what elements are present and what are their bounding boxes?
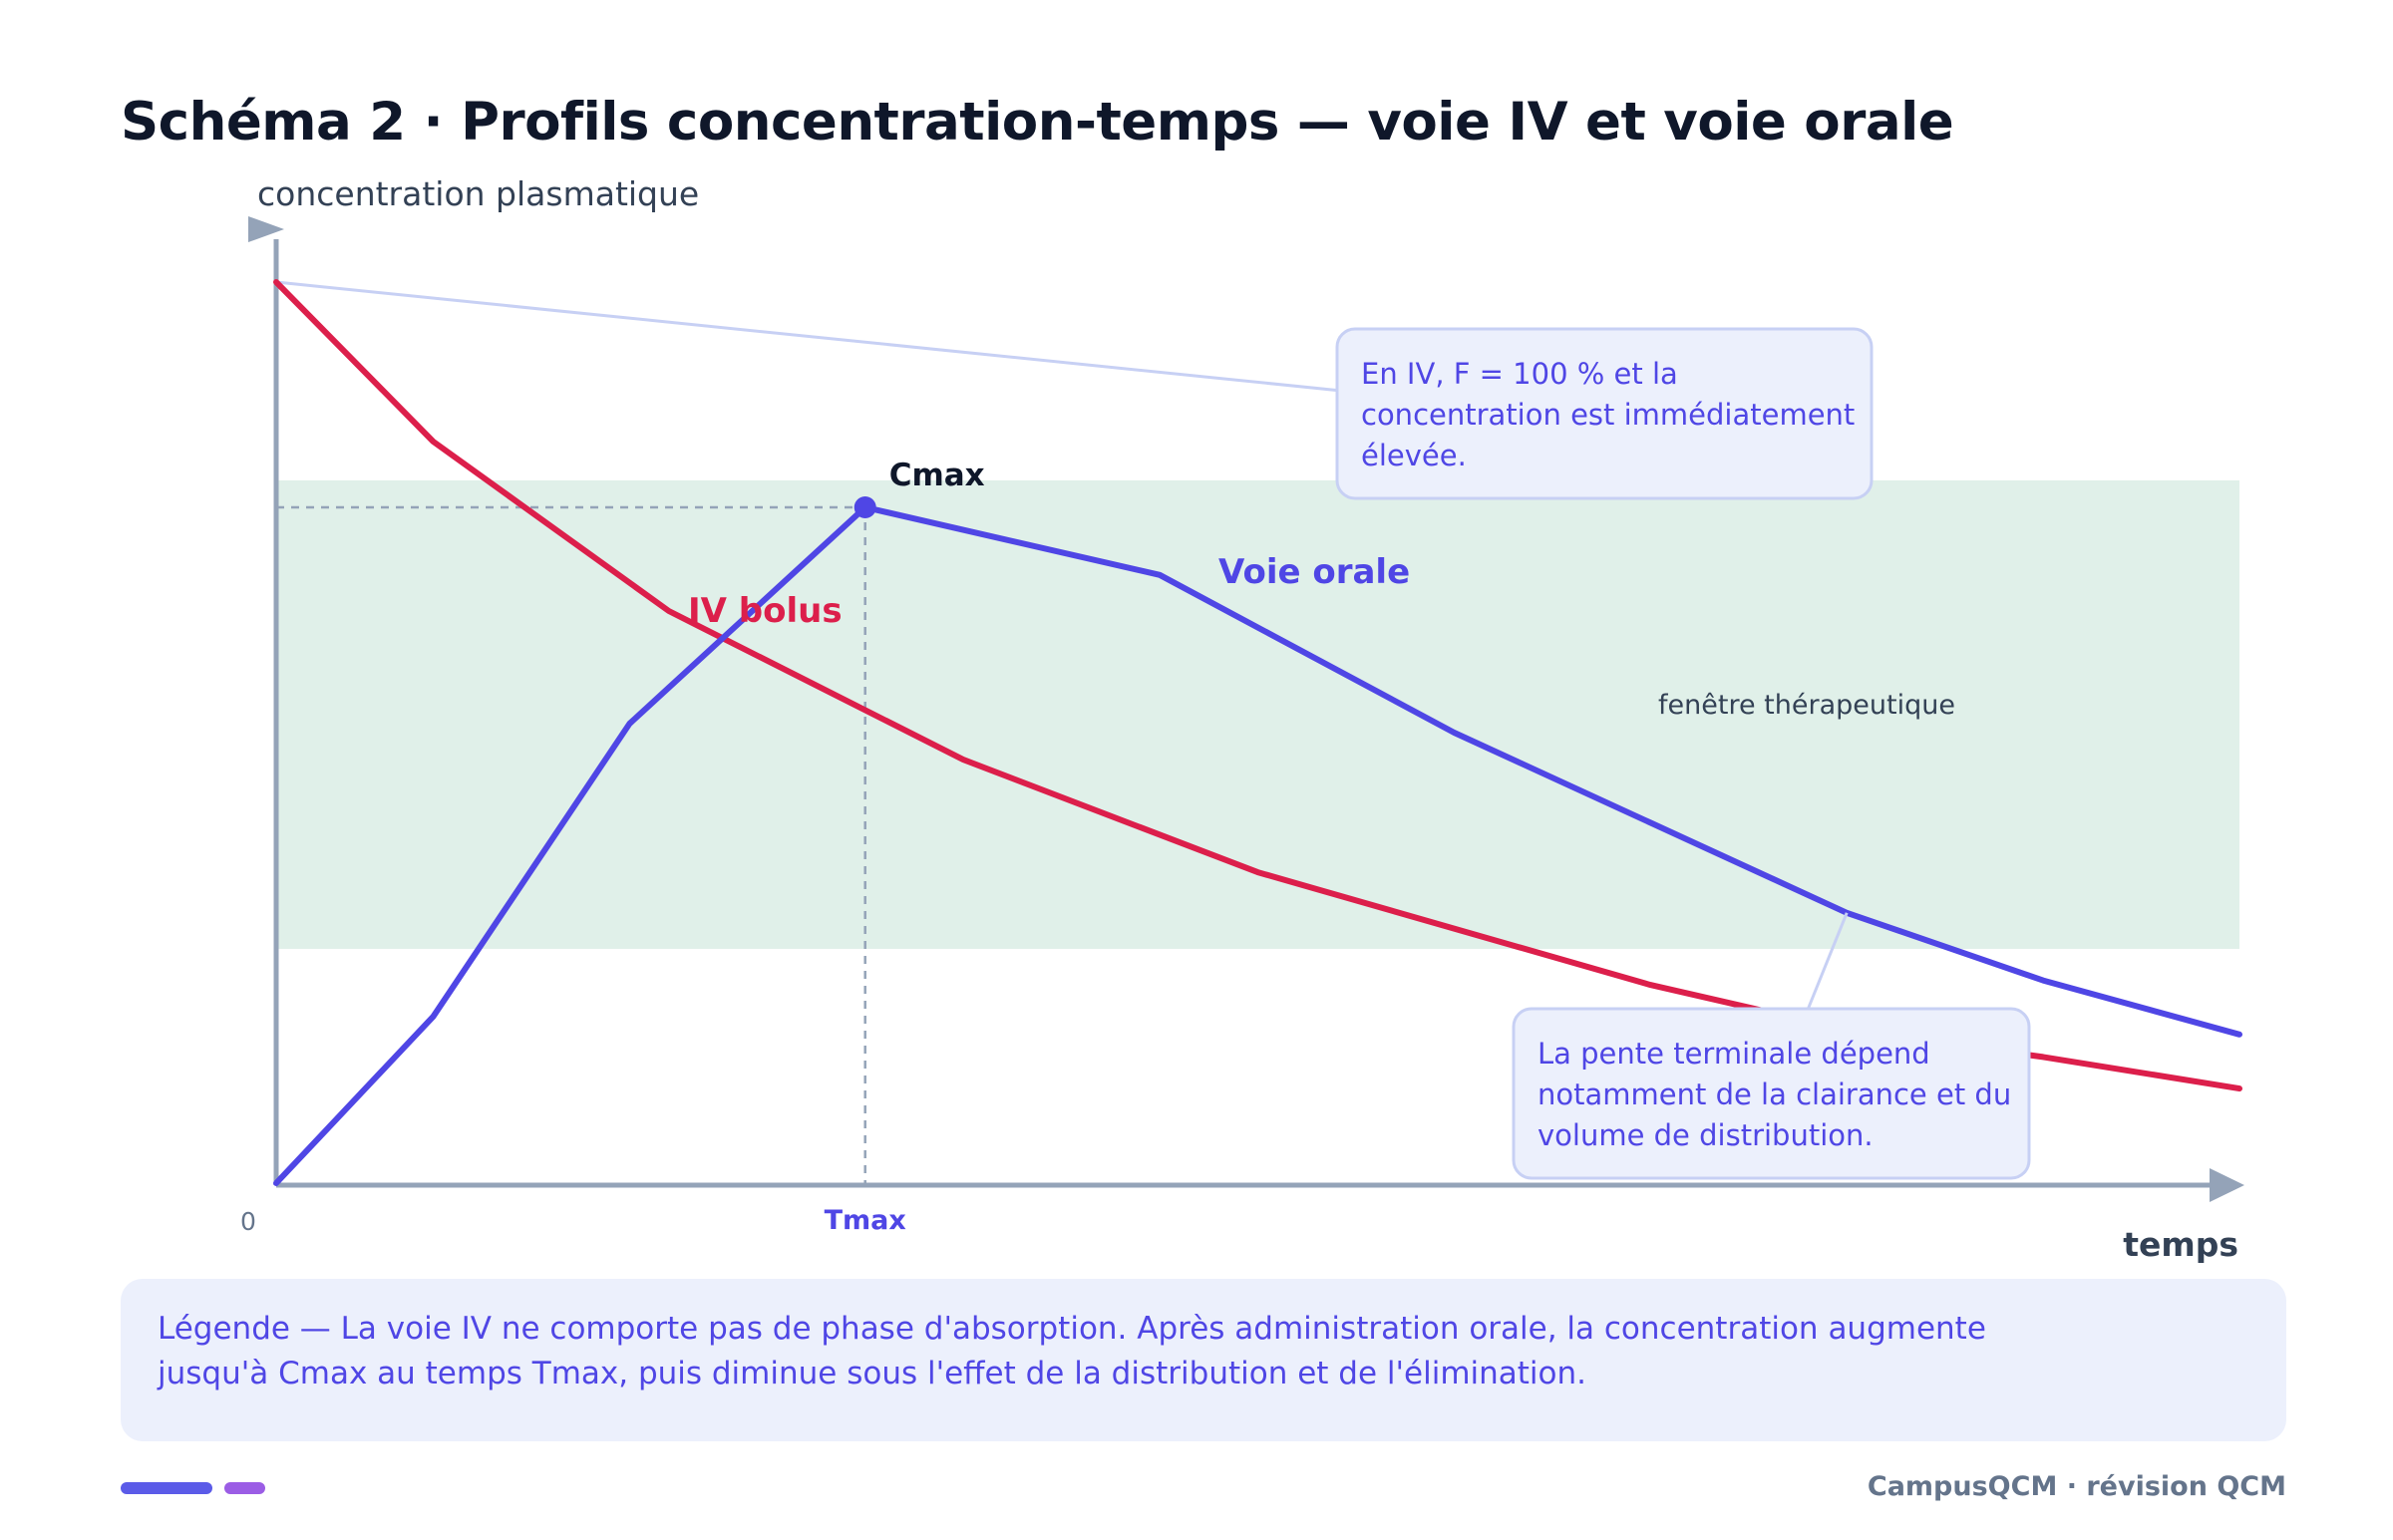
series-label-voie-orale: Voie orale (1218, 552, 1410, 592)
iv-start-connector-line (275, 280, 1337, 392)
legend-panel: Légende — La voie IV ne comporte pas de … (121, 1279, 2286, 1441)
cmax-point (854, 496, 876, 518)
axes-layer: concentration plasmatique temps 0 Tmax (240, 174, 2244, 1264)
tmax-label: Tmax (825, 1205, 906, 1236)
callout-layer: En IV, F = 100 % et la concentration est … (1335, 327, 2031, 1180)
x-axis-origin-label: 0 (240, 1207, 256, 1236)
iv-callout-line: concentration est immédiatement (1361, 398, 1855, 432)
therapeutic-window-layer: fenêtre thérapeutique (276, 479, 2239, 949)
legend-text: Légende — La voie IV ne comporte pas de … (158, 1311, 1986, 1391)
slope-callout-box (1512, 1007, 2031, 1180)
slope-callout-line: volume de distribution. (1538, 1118, 1874, 1152)
slope-callout: La pente terminale dépend notamment de la… (1512, 1007, 2031, 1180)
y-axis-arrowhead (248, 216, 284, 242)
slope-callout-pointer (1806, 912, 1849, 1011)
label-layer: Cmax IV bolus Voie orale (688, 458, 1410, 631)
slope-callout-line: notamment de la clairance et du (1538, 1078, 2011, 1111)
y-axis-label: concentration plasmatique (257, 174, 699, 213)
series-label-iv-bolus: IV bolus (688, 591, 843, 631)
iv-callout-line: En IV, F = 100 % et la (1361, 357, 1678, 391)
iv-callout-box (1335, 327, 1874, 500)
footer-accent-bar-primary (121, 1482, 212, 1494)
cmax-guide-layer (275, 280, 1337, 1183)
iv-callout-line: élevée. (1361, 439, 1467, 472)
page-title: Schéma 2 · Profils concentration-temps —… (121, 92, 1954, 153)
x-axis-label: temps (2123, 1225, 2238, 1264)
footer-brand: CampusQCM · révision QCM (1867, 1471, 2286, 1502)
series-line-voie-orale (273, 504, 2242, 1186)
therapeutic-window-label: fenêtre thérapeutique (1658, 690, 1955, 721)
iv-callout: En IV, F = 100 % et la concentration est … (1335, 327, 1874, 500)
footer-accent-bar-secondary (224, 1482, 265, 1494)
slope-callout-line: La pente terminale dépend (1538, 1037, 1930, 1071)
cmax-label: Cmax (889, 458, 985, 493)
x-axis-arrowhead (2210, 1168, 2244, 1202)
